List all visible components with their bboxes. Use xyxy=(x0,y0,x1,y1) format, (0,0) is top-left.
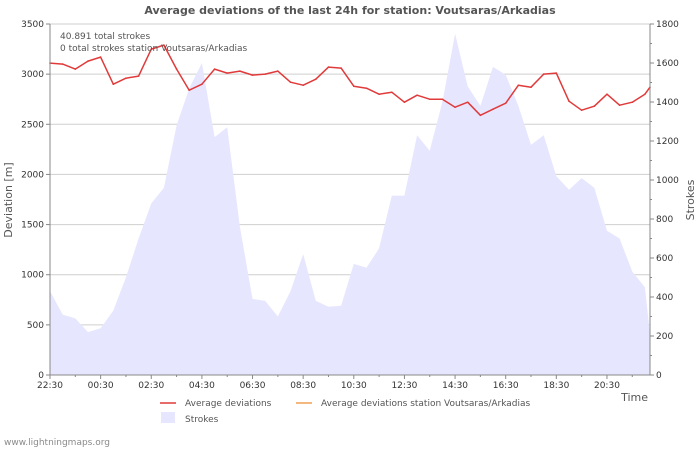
average-deviations-point xyxy=(365,87,368,89)
average-deviations-point xyxy=(517,84,520,86)
average-deviations-point xyxy=(416,94,418,96)
average-deviations-point xyxy=(391,91,393,93)
average-deviations-point xyxy=(289,81,292,83)
legend-label-station-deviations: Average deviations station Voutsaras/Ark… xyxy=(321,399,531,409)
average-deviations-point xyxy=(555,72,558,74)
footer-attribution: www.lightningmaps.org xyxy=(4,438,110,448)
average-deviations-point xyxy=(504,102,507,104)
average-deviations-point xyxy=(137,75,140,77)
average-deviations-point xyxy=(213,68,216,70)
average-deviations-point xyxy=(188,89,190,91)
average-deviations-point xyxy=(593,105,596,107)
average-deviations-point xyxy=(466,101,469,103)
y2-tick-label: 600 xyxy=(656,254,673,264)
y-tick-label: 2000 xyxy=(21,170,44,180)
total-strokes-annotation: 40.891 total strokes xyxy=(60,32,150,42)
y2-tick-label: 200 xyxy=(656,332,673,342)
average-deviations-point xyxy=(74,68,77,70)
x-tick-label: 22:30 xyxy=(37,381,63,391)
average-deviations-point xyxy=(125,77,127,79)
x-tick-label: 14:30 xyxy=(442,381,468,391)
average-deviations-point xyxy=(112,83,115,85)
strokes-area xyxy=(50,33,650,376)
y-tick-label: 0 xyxy=(38,371,44,381)
y-tick-label: 3000 xyxy=(21,70,44,80)
y-tick-label: 500 xyxy=(27,321,44,331)
x-tick-label: 10:30 xyxy=(341,381,367,391)
y-tick-label: 1500 xyxy=(21,221,44,231)
y2-tick-label: 1600 xyxy=(656,59,679,69)
average-deviations-point xyxy=(61,63,64,65)
average-deviations-point xyxy=(580,109,583,111)
average-deviations-point xyxy=(201,83,203,85)
average-deviations-point xyxy=(492,108,494,110)
average-deviations-point xyxy=(618,104,621,106)
average-deviations-point xyxy=(264,73,267,75)
average-deviations-point xyxy=(568,100,570,102)
legend-label-strokes: Strokes xyxy=(185,415,219,425)
y2-tick-label: 1800 xyxy=(656,20,679,30)
chart-title: Average deviations of the last 24h for s… xyxy=(144,4,556,17)
average-deviations-point xyxy=(226,72,228,74)
y2-tick-label: 0 xyxy=(656,371,662,381)
x-tick-label: 12:30 xyxy=(391,381,417,391)
x-tick-label: 16:30 xyxy=(493,381,519,391)
legend-swatch-strokes xyxy=(161,412,175,423)
average-deviations-point xyxy=(163,44,165,46)
average-deviations-point xyxy=(327,66,330,68)
deviation-line-layer xyxy=(49,44,651,117)
x-tick-label: 04:30 xyxy=(189,381,215,391)
average-deviations-line xyxy=(49,44,651,117)
average-deviations-point xyxy=(175,68,178,70)
y2-tick-label: 400 xyxy=(656,293,673,303)
average-deviations-point xyxy=(99,56,102,58)
average-deviations-point xyxy=(441,98,444,100)
average-deviations-point xyxy=(631,101,634,103)
station-strokes-annotation: 0 total strokes station Voutsaras/Arkadi… xyxy=(60,44,248,54)
average-deviations-point xyxy=(315,78,317,80)
y2-tick-label: 800 xyxy=(656,215,673,225)
legend: Average deviations Average deviations st… xyxy=(160,399,531,425)
average-deviations-point xyxy=(530,86,532,88)
y-tick-label: 1000 xyxy=(21,271,44,281)
average-deviations-point xyxy=(239,70,241,72)
average-deviations-point xyxy=(644,93,646,95)
y2-tick-label: 1000 xyxy=(656,176,679,186)
average-deviations-point xyxy=(378,93,380,95)
average-deviations-point xyxy=(277,70,279,72)
x-tick-label: 00:30 xyxy=(88,381,114,391)
axis-ticks: 0 500 1000 1500 2000 2500 3000 3500 0 200 400 600 80… xyxy=(21,20,679,391)
y2-axis-label: Strokes xyxy=(684,179,697,220)
average-deviations-point xyxy=(340,67,342,69)
average-deviations-point xyxy=(87,60,89,62)
average-deviations-point xyxy=(479,114,482,117)
y-tick-label: 3500 xyxy=(21,20,44,30)
average-deviations-point xyxy=(251,74,254,76)
legend-label-average-deviations: Average deviations xyxy=(185,399,272,409)
average-deviations-point xyxy=(542,73,545,75)
x-tick-label: 06:30 xyxy=(240,381,266,391)
average-deviations-point xyxy=(403,101,406,103)
y2-tick-label: 1200 xyxy=(656,137,679,147)
y2-tick-label: 1400 xyxy=(656,98,679,108)
average-deviations-point xyxy=(428,98,431,100)
x-tick-label: 08:30 xyxy=(290,381,316,391)
strokes-area-layer xyxy=(50,33,650,376)
y-axis-label: Deviation [m] xyxy=(2,162,15,237)
average-deviations-point xyxy=(302,84,305,86)
x-tick-label: 02:30 xyxy=(138,381,164,391)
x-axis-label: Time xyxy=(620,391,648,404)
x-tick-label: 20:30 xyxy=(594,381,620,391)
x-tick-label: 18:30 xyxy=(543,381,569,391)
average-deviations-point xyxy=(353,85,355,87)
average-deviations-point xyxy=(454,106,456,108)
average-deviations-point xyxy=(150,48,153,50)
average-deviations-point xyxy=(606,93,608,95)
y-tick-label: 2500 xyxy=(21,120,44,130)
